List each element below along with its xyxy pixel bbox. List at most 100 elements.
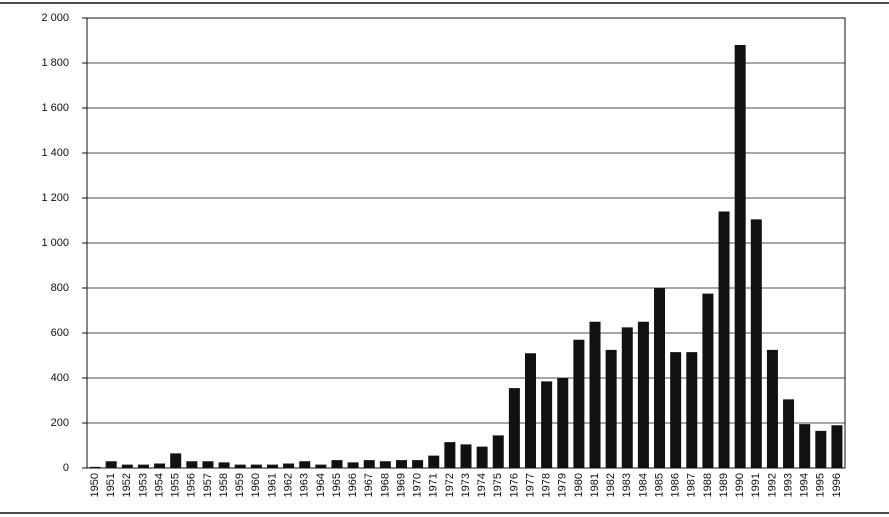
bar <box>831 425 843 468</box>
bar <box>460 444 472 468</box>
bar <box>218 462 230 468</box>
x-tick-label: 1985 <box>653 473 665 497</box>
x-tick-label: 1955 <box>170 473 182 497</box>
x-tick-label: 1973 <box>460 473 472 497</box>
bar <box>234 464 246 468</box>
x-tick-label: 1970 <box>412 473 424 497</box>
x-tick-label: 1981 <box>589 473 601 497</box>
bar <box>250 464 262 468</box>
x-tick-label: 1988 <box>702 473 714 497</box>
bar <box>541 381 553 468</box>
bar <box>686 352 698 468</box>
bar <box>492 435 504 468</box>
x-tick-label: 1960 <box>250 473 262 497</box>
bar <box>637 321 649 468</box>
x-tick-label: 1954 <box>153 473 165 497</box>
y-tick-label: 200 <box>51 417 69 429</box>
x-tick-label: 1964 <box>315 473 327 497</box>
bar <box>315 464 327 468</box>
bar <box>363 460 375 468</box>
bar <box>347 462 359 468</box>
bar <box>186 461 198 468</box>
bar <box>621 327 633 468</box>
y-tick-label: 600 <box>51 327 69 339</box>
bar <box>105 461 117 468</box>
x-tick-label: 1963 <box>299 473 311 497</box>
x-tick-label: 1971 <box>428 473 440 497</box>
x-tick-label: 1977 <box>524 473 536 497</box>
bar <box>783 399 795 468</box>
x-tick-label: 1957 <box>202 473 214 497</box>
bar <box>557 378 569 468</box>
x-tick-label: 1959 <box>234 473 246 497</box>
bar <box>670 352 682 468</box>
bar <box>508 388 520 468</box>
bar <box>121 464 133 468</box>
y-tick-label: 1 000 <box>41 237 69 249</box>
x-tick-label: 1987 <box>686 473 698 497</box>
bar <box>476 446 488 468</box>
bar <box>266 464 278 468</box>
y-tick-label: 0 <box>63 462 69 474</box>
x-tick-label: 1986 <box>670 473 682 497</box>
x-tick-label: 1991 <box>750 473 762 497</box>
x-tick-label: 1995 <box>815 473 827 497</box>
x-tick-label: 1974 <box>476 473 488 497</box>
bar <box>734 45 746 468</box>
bar <box>202 461 214 468</box>
x-tick-label: 1953 <box>137 473 149 497</box>
bar <box>428 455 440 468</box>
y-tick-label: 1 400 <box>41 147 69 159</box>
bar <box>299 461 311 468</box>
bar <box>815 430 827 468</box>
x-tick-label: 1972 <box>444 473 456 497</box>
x-tick-label: 1992 <box>766 473 778 497</box>
x-tick-label: 1965 <box>331 473 343 497</box>
y-tick-label: 1 200 <box>41 192 69 204</box>
bar <box>331 460 343 468</box>
x-tick-label: 1956 <box>186 473 198 497</box>
x-tick-label: 1980 <box>573 473 585 497</box>
bar <box>573 339 585 468</box>
y-tick-label: 1 800 <box>41 57 69 69</box>
bar <box>283 463 295 468</box>
x-tick-label: 1982 <box>605 473 617 497</box>
bar <box>137 464 149 468</box>
y-tick-label: 1 600 <box>41 102 69 114</box>
bar <box>525 353 537 468</box>
bar <box>718 211 730 468</box>
y-tick-label: 800 <box>51 282 69 294</box>
y-tick-label: 400 <box>51 372 69 384</box>
bar <box>702 293 714 468</box>
bar <box>766 349 778 468</box>
x-tick-label: 1952 <box>121 473 133 497</box>
x-tick-label: 1976 <box>508 473 520 497</box>
bar <box>589 321 601 468</box>
bar <box>654 288 666 468</box>
bar <box>89 466 101 468</box>
bar <box>750 219 762 468</box>
x-tick-label: 1951 <box>105 473 117 497</box>
x-tick-label: 1984 <box>637 473 649 497</box>
x-tick-label: 1968 <box>379 473 391 497</box>
bar <box>170 453 182 468</box>
x-tick-label: 1989 <box>718 473 730 497</box>
x-tick-label: 1996 <box>831 473 843 497</box>
bar <box>412 460 424 468</box>
bar <box>395 460 407 468</box>
x-tick-label: 1978 <box>541 473 553 497</box>
bar <box>154 463 166 468</box>
x-tick-label: 1983 <box>621 473 633 497</box>
x-tick-label: 1966 <box>347 473 359 497</box>
x-tick-label: 1958 <box>218 473 230 497</box>
x-tick-label: 1979 <box>557 473 569 497</box>
bar <box>444 442 456 468</box>
bar <box>799 424 811 468</box>
x-tick-label: 1961 <box>266 473 278 497</box>
x-tick-label: 1967 <box>363 473 375 497</box>
x-tick-label: 1990 <box>734 473 746 497</box>
x-tick-label: 1975 <box>492 473 504 497</box>
x-tick-label: 1950 <box>89 473 101 497</box>
